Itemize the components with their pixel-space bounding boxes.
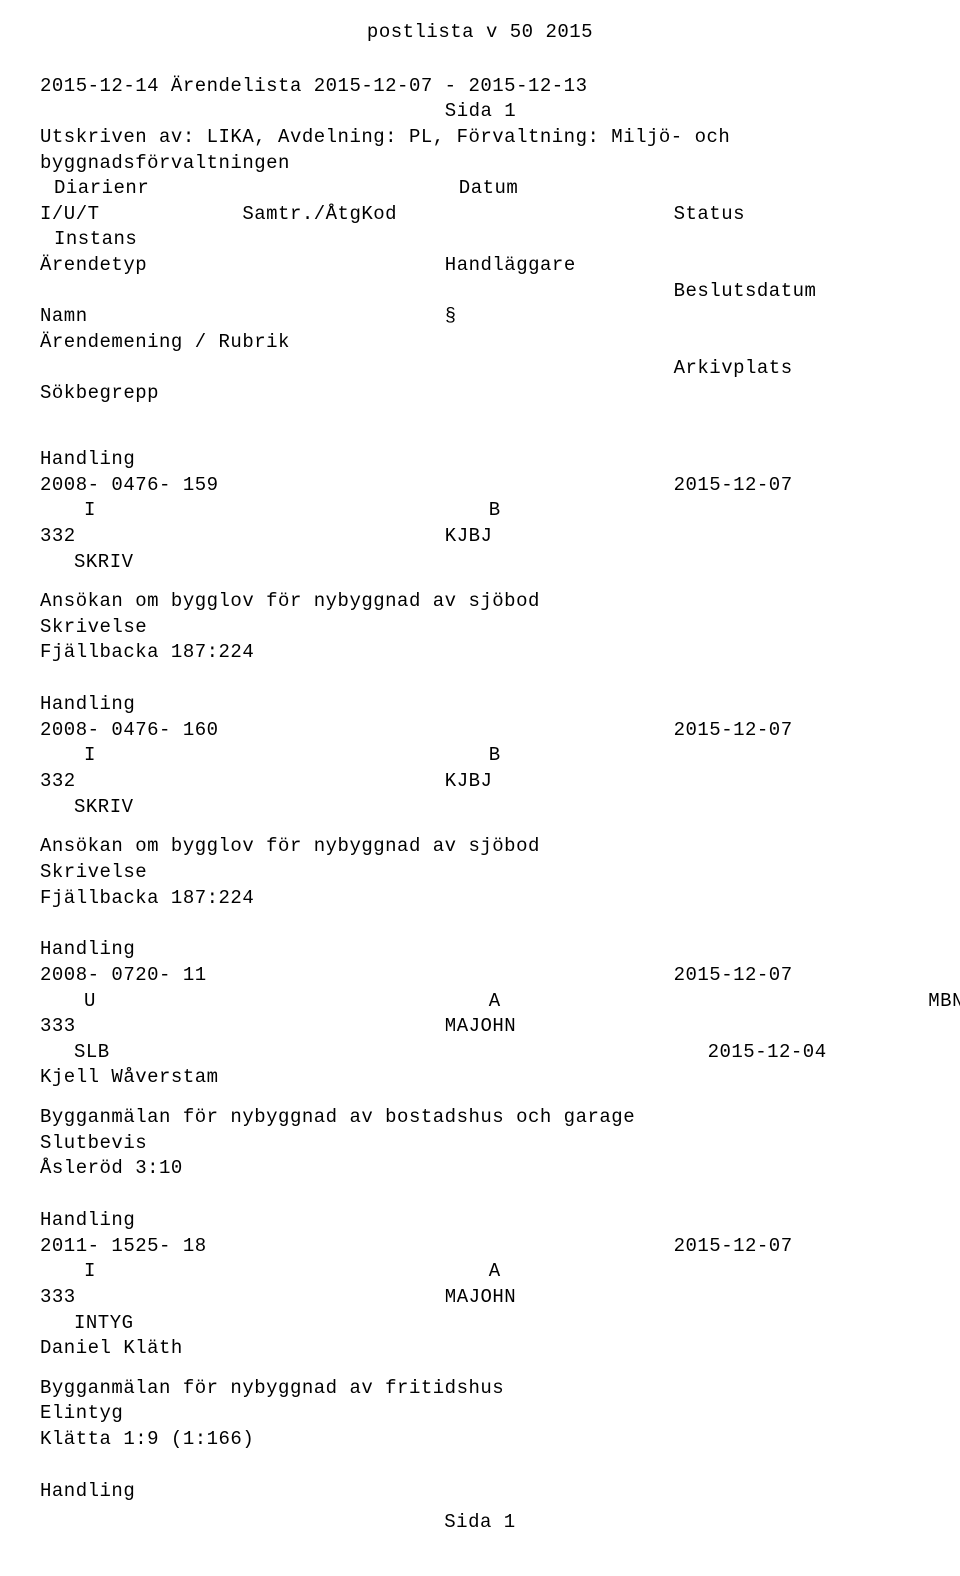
r4-typ: 333 (40, 1285, 445, 1311)
hdr-handlaggare: Handläggare (445, 253, 674, 279)
hdr-sokbegrepp: Sökbegrepp (40, 381, 445, 407)
record-handling: Handling (40, 447, 920, 473)
r4-rubrik: Bygganmälan för nybyggnad av fritidshus (40, 1376, 920, 1402)
r3-date: 2015-12-07 (674, 963, 920, 989)
hdr-arendetyp: Ärendetyp (40, 253, 445, 279)
r2-sok: Fjällbacka 187:224 (40, 886, 920, 912)
r4-namn: Daniel Kläth (40, 1336, 920, 1362)
r2-dnr: 2008- 0476- 160 (40, 718, 445, 744)
r3-besl: 2015-12-04 (708, 1040, 954, 1066)
r1-date: 2015-12-07 (674, 473, 920, 499)
r1-inst: SKRIV (40, 550, 920, 576)
r3-rubrik: Bygganmälan för nybyggnad av bostadshus … (40, 1105, 920, 1131)
header-byggnads: byggnadsförvaltningen (40, 151, 920, 177)
hdr-iut: I/U/T (40, 203, 100, 225)
r2-typ: 332 (40, 769, 445, 795)
hdr-namn: Namn (40, 304, 445, 330)
hdr-arendemening: Ärendemening / Rubrik (40, 330, 445, 356)
hdr-paragraph: § (445, 304, 674, 330)
r1-typ: 332 (40, 524, 445, 550)
r1-hand: KJBJ (445, 524, 674, 550)
hdr-samtr: Samtr./ÅtgKod (242, 203, 397, 225)
record-handling: Handling (40, 692, 920, 718)
hdr-datum: Datum (459, 176, 688, 202)
header-sida: Sida 1 (445, 99, 674, 125)
r4-dnr: 2011- 1525- 18 (40, 1234, 445, 1260)
r1-rubrik: Ansökan om bygglov för nybyggnad av sjöb… (40, 589, 920, 615)
r3-sub: Slutbevis (40, 1131, 920, 1157)
r4-sok: Klätta 1:9 (1:166) (40, 1427, 920, 1453)
hdr-status: Status (674, 202, 920, 228)
r4-sub: Elintyg (40, 1401, 920, 1427)
r4-iut: I (40, 1259, 489, 1285)
r2-sub: Skrivelse (40, 860, 920, 886)
r2-kod: B (489, 743, 718, 769)
record-handling: Handling (40, 937, 920, 963)
r4-inst: INTYG (40, 1311, 920, 1337)
r1-dnr: 2008- 0476- 159 (40, 473, 445, 499)
r1-iut: I (40, 498, 489, 524)
r2-iut: I (40, 743, 489, 769)
r4-date: 2015-12-07 (674, 1234, 920, 1260)
r1-sub: Skrivelse (40, 615, 920, 641)
r3-kod: A (489, 989, 718, 1015)
r2-inst: SKRIV (40, 795, 920, 821)
r3-inst: SLB (40, 1040, 479, 1066)
r2-rubrik: Ansökan om bygglov för nybyggnad av sjöb… (40, 834, 920, 860)
hdr-arkivplats: Arkivplats (674, 356, 920, 382)
header-line1: 2015-12-14 Ärendelista 2015-12-07 - 2015… (40, 74, 920, 100)
r1-kod: B (489, 498, 718, 524)
r1-sok: Fjällbacka 187:224 (40, 640, 920, 666)
r3-namn: Kjell Wåverstam (40, 1065, 920, 1091)
r4-kod: A (489, 1259, 718, 1285)
hdr-instans: Instans (40, 227, 459, 253)
r3-iut: U (40, 989, 489, 1015)
header-utskriven: Utskriven av: LIKA, Avdelning: PL, Förva… (40, 125, 920, 151)
r3-hand: MAJOHN (445, 1014, 674, 1040)
hdr-diarienr: Diarienr (40, 176, 459, 202)
r2-hand: KJBJ (445, 769, 674, 795)
r3-sok: Åsleröd 3:10 (40, 1156, 920, 1182)
r3-typ: 333 (40, 1014, 445, 1040)
hdr-beslutsdatum: Beslutsdatum (674, 279, 920, 305)
r2-date: 2015-12-07 (674, 718, 920, 744)
footer-handling: Handling (40, 1479, 920, 1505)
record-handling: Handling (40, 1208, 920, 1234)
r4-hand: MAJOHN (445, 1285, 674, 1311)
footer-sida: Sida 1 (40, 1510, 920, 1536)
page-title: postlista v 50 2015 (40, 20, 920, 46)
r3-status: MBN (718, 989, 960, 1015)
r3-dnr: 2008- 0720- 11 (40, 963, 445, 989)
